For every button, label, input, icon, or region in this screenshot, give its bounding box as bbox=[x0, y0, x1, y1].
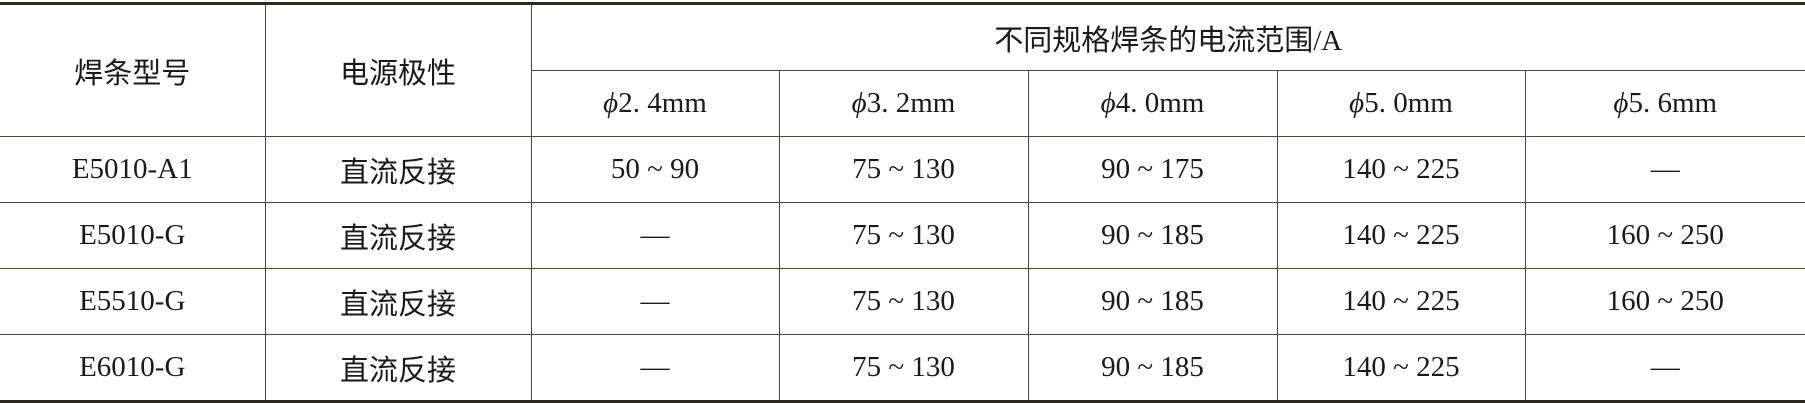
table-row: E5510-G 直流反接 — 75 ~ 130 90 ~ 185 140 ~ 2… bbox=[0, 268, 1805, 335]
header-diameter: ϕ4. 0mm bbox=[1027, 70, 1278, 137]
table-row: E6010-G 直流反接 — 75 ~ 130 90 ~ 185 140 ~ 2… bbox=[0, 334, 1805, 402]
cell-current: — bbox=[530, 202, 780, 269]
cell-current: 90 ~ 185 bbox=[1027, 202, 1278, 269]
cell-polarity: 直流反接 bbox=[264, 136, 532, 203]
cell-polarity: 直流反接 bbox=[264, 268, 532, 335]
cell-current: 90 ~ 185 bbox=[1027, 334, 1278, 402]
header-model: 焊条型号 bbox=[0, 3, 266, 137]
cell-current: 90 ~ 185 bbox=[1027, 268, 1278, 335]
header-diameter: ϕ5. 0mm bbox=[1276, 70, 1526, 137]
header-row: 焊条型号 电源极性 不同规格焊条的电流范围/A bbox=[0, 3, 1805, 137]
header-diameter: ϕ2. 4mm bbox=[531, 70, 780, 137]
cell-current: 50 ~ 90 bbox=[530, 136, 780, 203]
cell-current: 140 ~ 225 bbox=[1276, 268, 1526, 335]
table-row: E5010-A1 直流反接 50 ~ 90 75 ~ 130 90 ~ 175 … bbox=[0, 136, 1805, 203]
cell-current: — bbox=[530, 334, 780, 402]
table-row: E5010-G 直流反接 — 75 ~ 130 90 ~ 185 140 ~ 2… bbox=[0, 202, 1805, 269]
cell-model: E5010-A1 bbox=[0, 136, 266, 203]
cell-current: 75 ~ 130 bbox=[778, 136, 1029, 203]
cell-current: 140 ~ 225 bbox=[1276, 136, 1526, 203]
header-diameter: ϕ3. 2mm bbox=[778, 70, 1029, 137]
cell-current: — bbox=[530, 268, 780, 335]
cell-polarity: 直流反接 bbox=[264, 202, 532, 269]
cell-current: 160 ~ 250 bbox=[1524, 202, 1805, 269]
cell-polarity: 直流反接 bbox=[264, 334, 532, 402]
cell-model: E6010-G bbox=[0, 334, 266, 402]
cell-current: 140 ~ 225 bbox=[1276, 334, 1526, 402]
header-group-title: 不同规格焊条的电流范围/A bbox=[530, 3, 1805, 71]
cell-current: 75 ~ 130 bbox=[778, 334, 1029, 402]
cell-current: 90 ~ 175 bbox=[1027, 136, 1278, 203]
cell-current: 160 ~ 250 bbox=[1524, 268, 1805, 335]
cell-model: E5510-G bbox=[0, 268, 266, 335]
cell-current: 75 ~ 130 bbox=[778, 202, 1029, 269]
cell-model: E5010-G bbox=[0, 202, 266, 269]
cell-current: — bbox=[1524, 334, 1805, 402]
header-diameter: ϕ5. 6mm bbox=[1524, 70, 1805, 137]
cell-current: 75 ~ 130 bbox=[778, 268, 1029, 335]
cell-current: — bbox=[1524, 136, 1805, 203]
header-polarity: 电源极性 bbox=[264, 3, 532, 137]
cell-current: 140 ~ 225 bbox=[1276, 202, 1526, 269]
diameter-header-row: ϕ2. 4mm ϕ3. 2mm ϕ4. 0mm ϕ5. 0mm ϕ5. 6mm bbox=[0, 70, 1805, 137]
